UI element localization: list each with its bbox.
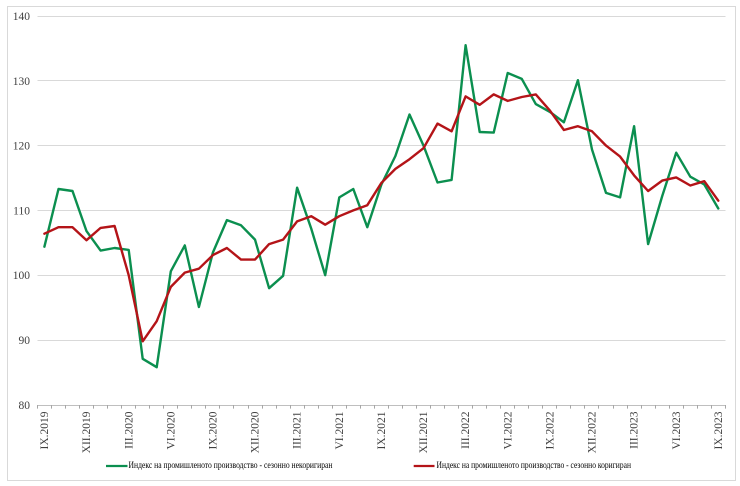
svg-text:IX.2020: IX.2020 xyxy=(208,411,220,449)
svg-text:IX.2023: IX.2023 xyxy=(713,411,725,449)
svg-text:130: 130 xyxy=(13,76,31,88)
svg-text:III.2022: III.2022 xyxy=(460,411,472,449)
svg-text:XII.2021: XII.2021 xyxy=(418,411,430,453)
svg-text:III.2021: III.2021 xyxy=(292,411,304,449)
svg-text:VI.2022: VI.2022 xyxy=(502,411,514,449)
svg-text:IX.2019: IX.2019 xyxy=(39,411,51,449)
svg-text:Индекс на промишленото произво: Индекс на промишленото производство - се… xyxy=(129,461,333,471)
svg-text:140: 140 xyxy=(13,11,31,23)
svg-text:VI.2021: VI.2021 xyxy=(334,411,346,449)
svg-text:IX.2022: IX.2022 xyxy=(545,411,557,449)
svg-text:VI.2023: VI.2023 xyxy=(671,411,683,449)
svg-text:III.2023: III.2023 xyxy=(629,411,641,449)
svg-text:IX.2021: IX.2021 xyxy=(376,411,388,449)
svg-text:XII.2020: XII.2020 xyxy=(250,411,262,453)
svg-text:VI.2020: VI.2020 xyxy=(165,411,177,449)
svg-text:120: 120 xyxy=(13,141,31,153)
svg-text:Индекс на промишленото произво: Индекс на промишленото производство - се… xyxy=(437,461,632,471)
svg-text:110: 110 xyxy=(13,205,30,217)
svg-text:100: 100 xyxy=(13,270,31,282)
svg-text:III.2020: III.2020 xyxy=(123,411,135,449)
svg-text:XII.2019: XII.2019 xyxy=(81,411,93,453)
svg-text:XII.2022: XII.2022 xyxy=(587,411,599,453)
svg-text:90: 90 xyxy=(19,335,31,347)
svg-text:80: 80 xyxy=(19,400,31,412)
